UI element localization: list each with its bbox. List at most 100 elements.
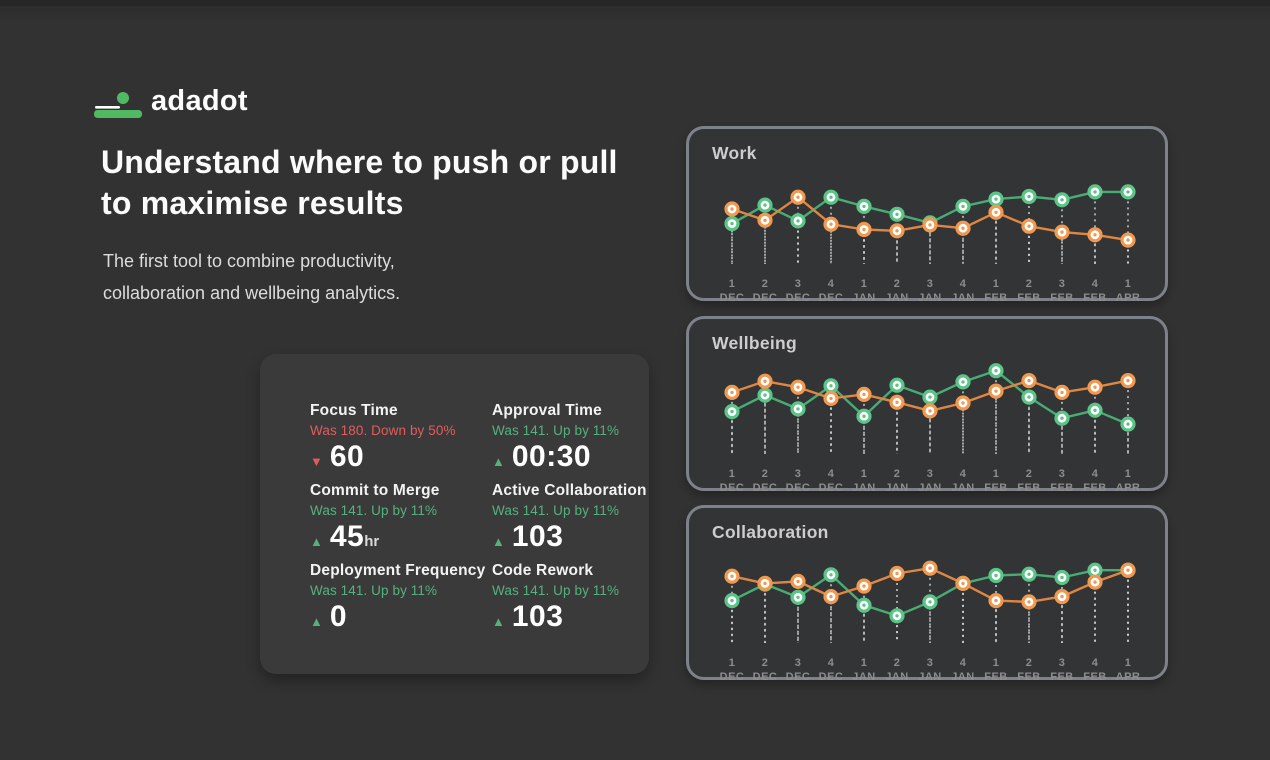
stat-delta: Was 141. Up by 11% — [492, 583, 620, 598]
wellbeing-line-chart: 1 DEC 2 DEC 3 DEC 4 DEC 1 JAN 2 JAN 3 JAN 4 JAN 1 FEB 2 FEB… — [710, 356, 1165, 501]
svg-text:DEC: DEC — [786, 292, 811, 304]
page-subtitle: The first tool to combine productivity, … — [103, 245, 400, 309]
svg-text:4: 4 — [828, 278, 835, 290]
top-edge-strip — [0, 0, 1270, 6]
stat-active-collaboration: Active Collaboration Was 141. Up by 11% … — [492, 482, 649, 562]
svg-text:DEC: DEC — [819, 671, 844, 683]
stat-value-row: ▲ 103 — [492, 600, 649, 634]
svg-text:3: 3 — [795, 468, 802, 480]
stat-value: 00:30 — [511, 440, 592, 473]
svg-text:4: 4 — [960, 278, 967, 290]
svg-text:DEC: DEC — [720, 482, 745, 494]
metrics-card: Focus Time Was 180. Down by 50% ▼ 60 App… — [260, 354, 649, 674]
adadot-logo[interactable]: adadot — [94, 84, 248, 118]
svg-text:3: 3 — [795, 657, 802, 669]
svg-text:4: 4 — [1092, 278, 1099, 290]
stat-delta: Was 141. Up by 11% — [310, 583, 438, 598]
svg-text:JAN: JAN — [852, 292, 876, 304]
stat-label: Commit to Merge — [310, 482, 440, 499]
svg-text:DEC: DEC — [753, 292, 778, 304]
svg-text:1: 1 — [729, 657, 736, 669]
svg-text:4: 4 — [1092, 468, 1099, 480]
svg-text:4: 4 — [960, 657, 967, 669]
svg-text:2: 2 — [762, 278, 769, 290]
svg-text:APR: APR — [1116, 482, 1141, 494]
svg-text:1: 1 — [1125, 657, 1132, 669]
svg-text:1: 1 — [861, 657, 868, 669]
work-line-chart: 1 DEC 2 DEC 3 DEC 4 DEC 1 JAN 2 JAN 3 JAN 4 JAN 1 FEB 2 FEB… — [710, 166, 1165, 311]
stat-value: 45 — [329, 520, 365, 553]
svg-text:JAN: JAN — [852, 482, 876, 494]
svg-text:2: 2 — [894, 468, 901, 480]
stat-delta: Was 141. Up by 11% — [310, 503, 438, 518]
svg-text:1: 1 — [1125, 468, 1132, 480]
svg-text:FEB: FEB — [984, 292, 1008, 304]
stat-unit: hr — [364, 533, 380, 550]
stat-label: Deployment Frequency — [310, 562, 486, 579]
metrics-grid: Focus Time Was 180. Down by 50% ▼ 60 App… — [310, 402, 649, 642]
stat-delta: Was 180. Down by 50% — [310, 423, 456, 438]
heading-line-2: to maximise results — [101, 185, 404, 221]
stat-value-row: ▲ 00:30 — [492, 440, 649, 474]
svg-text:1: 1 — [729, 278, 736, 290]
svg-text:DEC: DEC — [720, 292, 745, 304]
svg-text:4: 4 — [1092, 657, 1099, 669]
svg-text:FEB: FEB — [1083, 482, 1107, 494]
svg-text:JAN: JAN — [918, 671, 942, 683]
trend-up-icon: ▲ — [310, 534, 323, 549]
svg-text:DEC: DEC — [753, 482, 778, 494]
trend-up-icon: ▲ — [492, 614, 505, 629]
svg-text:2: 2 — [762, 468, 769, 480]
svg-text:3: 3 — [1059, 278, 1066, 290]
stat-value-row: ▼ 60 — [310, 440, 492, 474]
svg-text:DEC: DEC — [786, 671, 811, 683]
svg-text:DEC: DEC — [753, 671, 778, 683]
svg-text:APR: APR — [1116, 292, 1141, 304]
svg-text:FEB: FEB — [1050, 671, 1074, 683]
svg-text:FEB: FEB — [1083, 292, 1107, 304]
svg-text:1: 1 — [993, 278, 1000, 290]
svg-text:FEB: FEB — [984, 482, 1008, 494]
stat-delta: Was 141. Up by 11% — [492, 423, 620, 438]
svg-text:3: 3 — [1059, 657, 1066, 669]
svg-text:FEB: FEB — [1050, 482, 1074, 494]
stat-value-row: ▲ 45 hr — [310, 520, 492, 554]
adadot-logo-icon — [94, 92, 142, 118]
stat-label: Focus Time — [310, 402, 398, 419]
svg-text:JAN: JAN — [951, 292, 975, 304]
svg-text:2: 2 — [894, 657, 901, 669]
trend-up-icon: ▲ — [492, 454, 505, 469]
svg-text:2: 2 — [1026, 278, 1033, 290]
svg-text:FEB: FEB — [1083, 671, 1107, 683]
stat-delta: Was 141. Up by 11% — [492, 503, 620, 518]
svg-text:3: 3 — [795, 278, 802, 290]
svg-text:3: 3 — [927, 657, 934, 669]
stat-commit-to-merge: Commit to Merge Was 141. Up by 11% ▲ 45 … — [310, 482, 492, 562]
logo-text: adadot — [151, 84, 248, 117]
svg-text:JAN: JAN — [885, 671, 909, 683]
collaboration-line-chart: 1 DEC 2 DEC 3 DEC 4 DEC 1 JAN 2 JAN 3 JAN 4 JAN 1 FEB 2 FEB… — [710, 545, 1165, 690]
svg-text:DEC: DEC — [720, 671, 745, 683]
svg-text:FEB: FEB — [1050, 292, 1074, 304]
stat-value-row: ▲ 0 — [310, 600, 492, 634]
subheading-line-2: collaboration and wellbeing analytics. — [103, 283, 401, 303]
svg-text:FEB: FEB — [1017, 292, 1041, 304]
stat-label: Approval Time — [492, 402, 602, 419]
svg-text:JAN: JAN — [885, 292, 909, 304]
svg-text:APR: APR — [1116, 671, 1141, 683]
svg-text:2: 2 — [762, 657, 769, 669]
stat-value: 103 — [511, 600, 564, 633]
svg-text:1: 1 — [729, 468, 736, 480]
svg-text:JAN: JAN — [951, 482, 975, 494]
stat-value-row: ▲ 103 — [492, 520, 649, 554]
svg-text:1: 1 — [861, 468, 868, 480]
stat-value: 60 — [329, 440, 365, 473]
svg-text:3: 3 — [1059, 468, 1066, 480]
svg-text:4: 4 — [828, 468, 835, 480]
svg-text:4: 4 — [960, 468, 967, 480]
svg-text:FEB: FEB — [1017, 671, 1041, 683]
svg-text:4: 4 — [828, 657, 835, 669]
svg-text:3: 3 — [927, 468, 934, 480]
svg-text:1: 1 — [993, 468, 1000, 480]
svg-text:FEB: FEB — [1017, 482, 1041, 494]
